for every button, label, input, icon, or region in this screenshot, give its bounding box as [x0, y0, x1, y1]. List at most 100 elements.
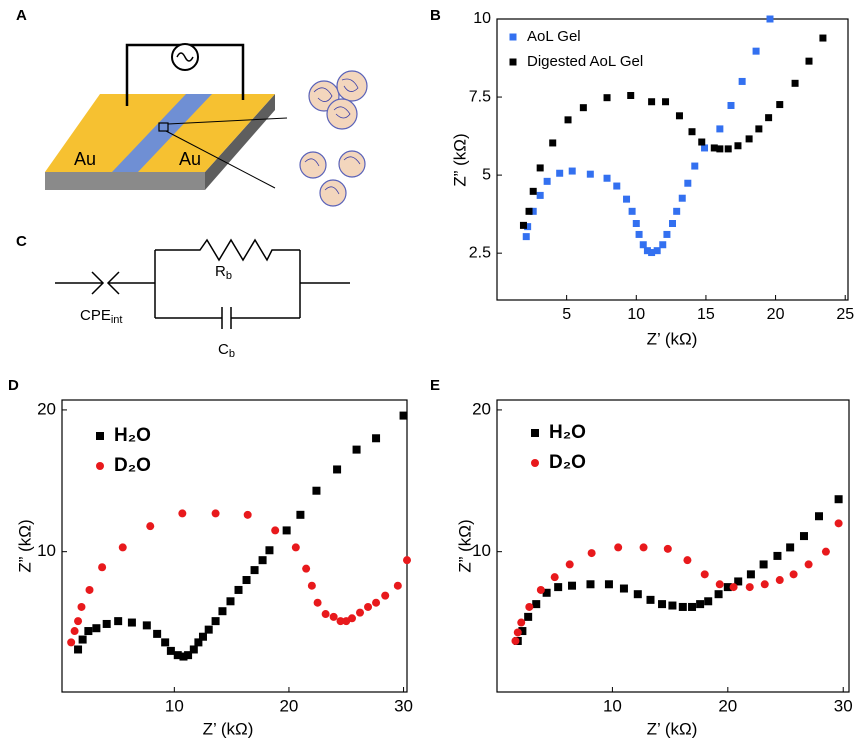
data-point	[542, 588, 551, 597]
data-point	[724, 145, 732, 153]
data-point	[243, 510, 252, 519]
legend-marker	[96, 462, 104, 470]
data-point	[755, 125, 763, 133]
data-point	[74, 617, 83, 626]
data-point	[568, 581, 577, 590]
data-point	[604, 580, 613, 589]
data-point	[513, 628, 522, 637]
data-point	[536, 191, 544, 199]
data-point	[704, 597, 713, 606]
data-point	[746, 570, 755, 579]
data-point	[536, 585, 545, 594]
data-point	[161, 638, 170, 647]
data-point	[619, 584, 628, 593]
x-axis-label: Z’ (kΩ)	[647, 719, 698, 738]
y-tick-label: 20	[37, 399, 56, 418]
data-point	[627, 91, 635, 99]
legend-marker	[531, 459, 539, 467]
data-point	[776, 101, 784, 109]
data-point	[745, 583, 754, 592]
data-point	[633, 590, 642, 599]
data-point	[364, 602, 373, 611]
data-point	[688, 602, 697, 611]
data-point	[356, 608, 365, 617]
x-tick-label: 10	[165, 696, 184, 715]
data-point	[684, 179, 692, 187]
legend-label: Digested AoL Gel	[527, 53, 643, 70]
data-point	[678, 602, 687, 611]
legend-label: D₂O	[549, 452, 586, 473]
data-point	[568, 167, 576, 175]
y-axis-label: Z” (kΩ)	[15, 519, 34, 572]
data-point	[173, 651, 182, 660]
data-point	[74, 645, 83, 654]
data-point	[658, 600, 667, 609]
data-point	[198, 632, 207, 641]
circuit-label: CPEint	[80, 307, 122, 326]
data-point	[127, 618, 136, 627]
data-point	[543, 177, 551, 185]
data-point	[178, 509, 187, 518]
x-tick-label: 25	[836, 306, 854, 323]
legend-label: H₂O	[114, 425, 151, 446]
data-point	[381, 591, 390, 600]
x-tick-label: 20	[767, 306, 785, 323]
legend-marker	[96, 432, 104, 440]
data-point	[321, 610, 330, 619]
circuit-label: Rb	[215, 263, 232, 282]
legend-label: AoL Gel	[527, 28, 581, 45]
data-point	[628, 207, 636, 215]
x-tick-label: 30	[394, 696, 413, 715]
data-point	[789, 570, 798, 579]
data-point	[678, 194, 686, 202]
electrode-schematic	[45, 43, 368, 207]
x-axis-label: Z’ (kΩ)	[203, 719, 254, 738]
data-point	[536, 164, 544, 172]
data-point	[701, 144, 709, 152]
data-point	[271, 526, 280, 535]
label-main: C	[218, 341, 229, 358]
data-point	[799, 532, 808, 541]
data-point	[675, 112, 683, 120]
plot-frame	[496, 399, 850, 693]
data-point	[805, 57, 813, 65]
data-point	[352, 445, 361, 454]
data-point	[716, 145, 724, 153]
data-point	[84, 627, 93, 636]
data-point	[663, 230, 671, 238]
data-point	[226, 597, 235, 606]
data-point	[312, 486, 321, 495]
x-tick-label: 15	[697, 306, 715, 323]
data-point	[211, 617, 220, 626]
data-point	[549, 139, 557, 147]
data-point	[146, 522, 155, 531]
data-point	[511, 636, 520, 645]
plot-frame	[61, 399, 408, 693]
legend-marker	[509, 33, 517, 41]
data-point	[529, 207, 537, 215]
data-point	[258, 556, 267, 565]
data-point	[714, 590, 723, 599]
data-point	[525, 207, 533, 215]
panel-label: C	[16, 233, 27, 250]
y-tick-label: 7.5	[469, 88, 491, 105]
label-main: CPE	[80, 307, 111, 324]
x-tick-label: 30	[834, 696, 853, 715]
data-point	[765, 114, 773, 122]
data-point	[372, 598, 381, 607]
data-point	[67, 638, 76, 647]
data-point	[669, 220, 676, 228]
data-point	[556, 169, 564, 177]
data-point	[153, 629, 162, 638]
data-point	[623, 195, 631, 203]
data-point	[524, 612, 533, 621]
data-point	[532, 600, 541, 609]
data-point	[698, 138, 706, 146]
data-point	[313, 598, 322, 607]
data-point	[194, 638, 203, 647]
data-point	[715, 580, 724, 589]
data-point	[586, 170, 594, 178]
data-point	[653, 247, 661, 255]
data-point	[372, 434, 381, 443]
data-point	[710, 144, 718, 152]
